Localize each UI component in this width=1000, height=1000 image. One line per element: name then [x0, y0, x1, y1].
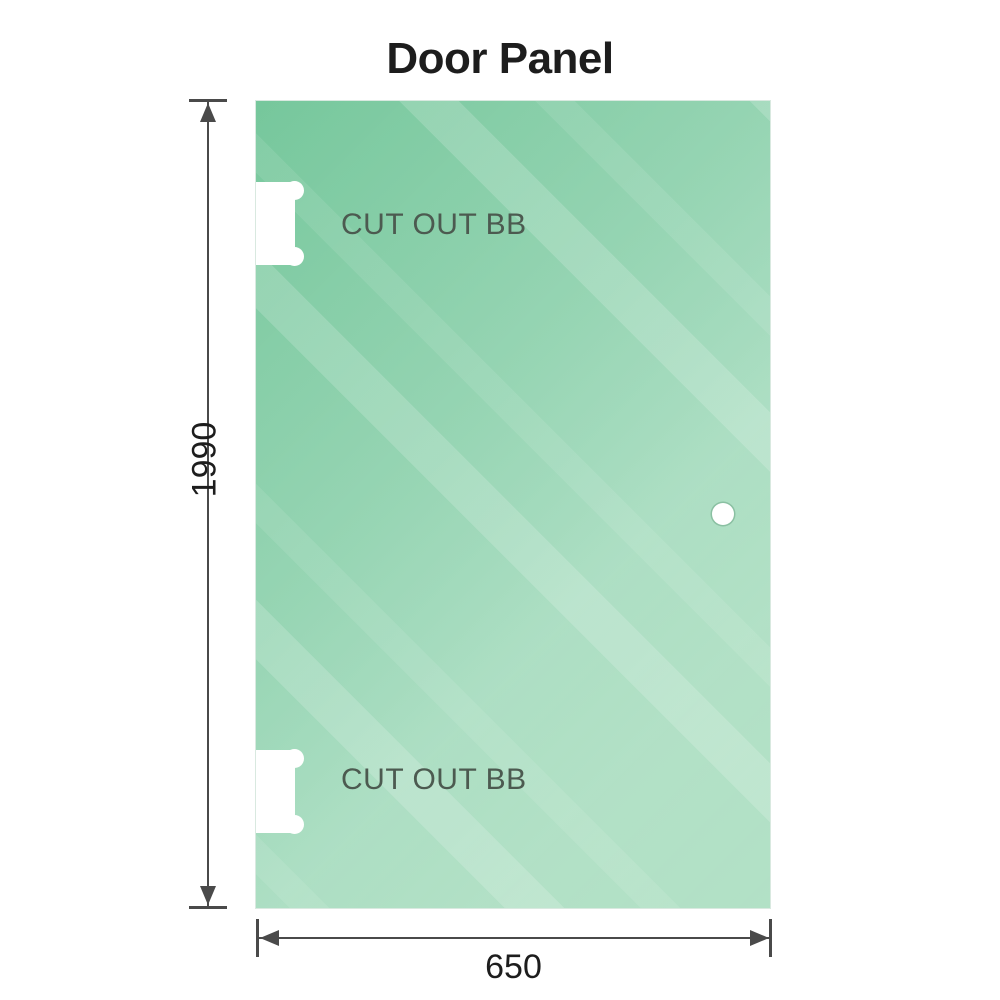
cutout-lobe-icon [285, 181, 304, 200]
page-title: Door Panel [386, 34, 614, 83]
cutout-lobe-icon [285, 247, 304, 266]
arrow-left-icon [260, 930, 279, 946]
cutout-notch-bottom [256, 749, 304, 834]
height-extension-tick-top [189, 99, 227, 102]
arrow-right-icon [750, 930, 769, 946]
height-dimension-line [207, 100, 209, 908]
width-dimension-label: 650 [485, 948, 542, 986]
width-extension-tick-right [769, 919, 772, 957]
height-extension-tick-bottom [189, 906, 227, 909]
arrow-down-icon [200, 886, 216, 905]
cutout-label-bottom: CUT OUT BB [341, 763, 527, 796]
width-extension-tick-left [256, 919, 259, 957]
height-dimension-label: 1990 [185, 421, 224, 498]
cutout-lobe-icon [285, 749, 304, 768]
arrow-up-icon [200, 103, 216, 122]
width-dimension-line [257, 937, 770, 939]
cutout-lobe-icon [285, 815, 304, 834]
cutout-label-top: CUT OUT BB [341, 208, 527, 241]
handle-hole [712, 503, 734, 525]
cutout-notch-top [256, 181, 304, 266]
